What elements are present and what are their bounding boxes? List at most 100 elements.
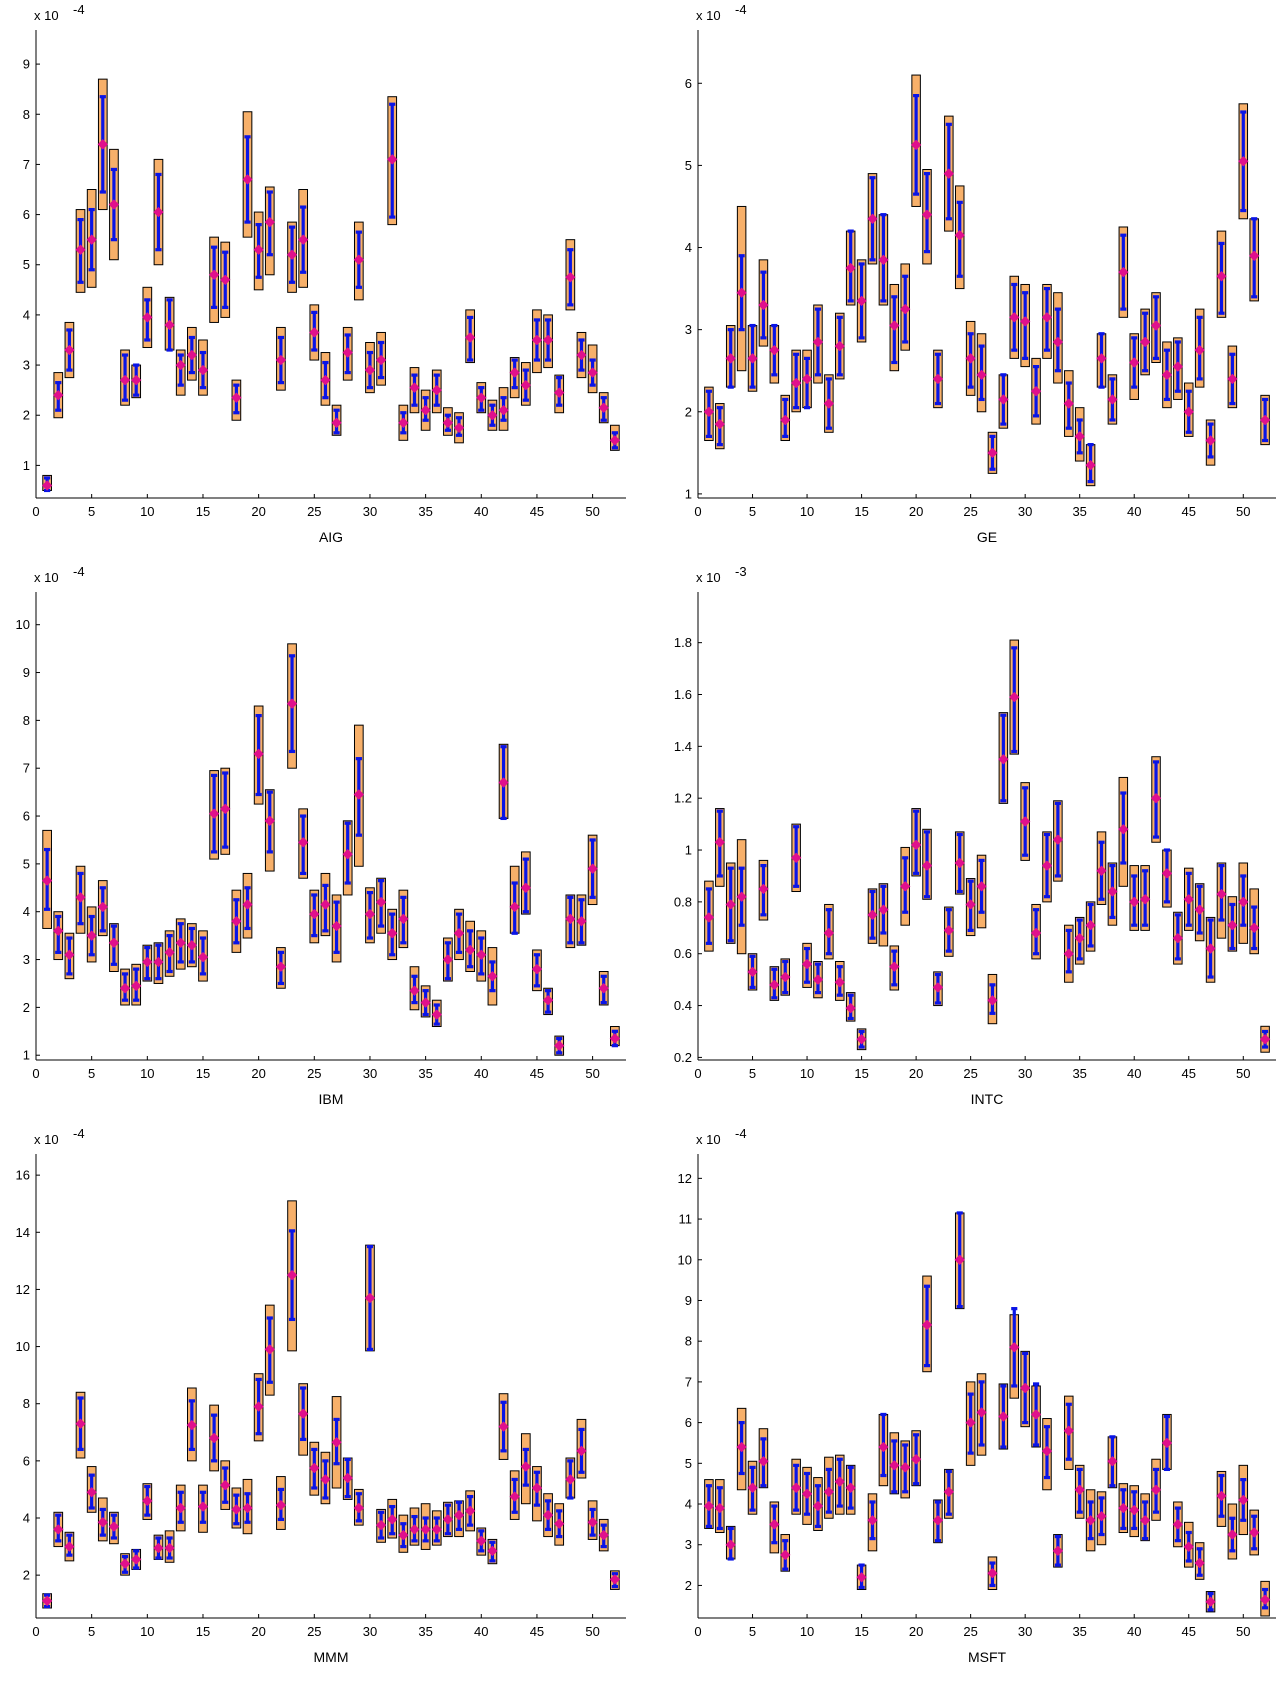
mean-marker [790, 852, 802, 864]
observation-48 [565, 239, 576, 311]
observation-49 [1227, 345, 1238, 409]
mean-marker [153, 206, 164, 218]
observation-47 [1205, 419, 1216, 466]
observation-10 [142, 1483, 153, 1520]
observation-13 [175, 349, 186, 396]
mean-marker [943, 925, 955, 936]
observation-25 [309, 1441, 320, 1496]
observation-20 [253, 1373, 264, 1442]
mean-marker [297, 1408, 309, 1419]
mean-marker [231, 392, 242, 403]
observation-40 [476, 382, 487, 414]
mean-marker [576, 916, 587, 927]
mean-marker [64, 344, 75, 356]
x-tick-label: 25 [963, 504, 977, 519]
mean-marker [86, 234, 97, 245]
mean-marker [976, 369, 987, 381]
observation-39 [464, 920, 476, 973]
mean-marker [900, 303, 911, 315]
mean-marker [509, 367, 520, 378]
observation-6 [97, 880, 108, 937]
mean-marker [758, 299, 769, 311]
mean-marker [231, 916, 242, 927]
observation-14 [845, 1464, 856, 1515]
mean-marker [320, 1474, 331, 1485]
observation-8 [119, 1553, 131, 1576]
observation-27 [987, 431, 998, 474]
mean-marker [856, 1572, 867, 1583]
mean-marker [747, 966, 758, 978]
observation-25 [309, 304, 320, 361]
observation-30 [364, 341, 376, 394]
observation-23 [286, 643, 298, 769]
observation-40 [476, 1527, 487, 1556]
mean-marker [64, 949, 75, 960]
observation-41 [487, 1538, 498, 1565]
y-tick-label: 7 [685, 1374, 692, 1389]
mean-marker [921, 1319, 933, 1331]
observation-36 [431, 999, 442, 1028]
mean-marker [387, 154, 398, 165]
observation-16 [867, 1493, 878, 1552]
mean-marker [409, 382, 420, 393]
observation-14 [186, 923, 198, 968]
mean-marker [987, 447, 998, 459]
x-tick-label: 10 [800, 1624, 814, 1639]
mean-marker [867, 213, 878, 224]
mean-marker [1009, 691, 1020, 703]
mean-marker [998, 754, 1009, 765]
mean-marker [520, 1461, 532, 1472]
mean-marker [1205, 1596, 1216, 1607]
mean-marker [878, 904, 889, 915]
mean-marker [119, 374, 131, 386]
observation-14 [186, 1387, 198, 1462]
mean-marker [119, 983, 131, 994]
observation-2 [714, 1479, 726, 1534]
y-tick-label: 0.4 [674, 998, 692, 1013]
observation-40 [1129, 1485, 1140, 1538]
mean-marker [889, 1460, 900, 1471]
y-tick-label: 4 [23, 1511, 30, 1526]
scale-exponent: -4 [735, 2, 747, 17]
observation-43 [1161, 341, 1173, 409]
x-tick-label: 40 [1127, 504, 1141, 519]
mean-marker [97, 1517, 108, 1528]
observation-38 [1107, 374, 1118, 425]
mean-marker [1085, 459, 1096, 471]
mean-marker [442, 417, 454, 428]
observation-51 [1248, 888, 1260, 955]
y-tick-label: 14 [16, 1225, 30, 1240]
mean-marker [921, 860, 933, 871]
observation-15 [197, 1484, 209, 1533]
mean-marker [1139, 1515, 1151, 1526]
observation-45 [1183, 867, 1194, 931]
x-tick-label: 45 [530, 504, 544, 519]
mean-marker [801, 373, 813, 385]
mean-marker [856, 295, 867, 307]
mean-marker [609, 435, 621, 446]
observation-32 [387, 1498, 398, 1539]
observation-22 [275, 947, 287, 989]
mean-marker [320, 374, 331, 386]
x-tick-label: 0 [32, 504, 39, 519]
mean-marker [943, 1486, 955, 1498]
x-tick-label: 10 [800, 1066, 814, 1081]
observation-5 [86, 906, 97, 963]
mean-marker [1074, 431, 1085, 442]
observation-7 [108, 148, 120, 261]
mean-marker [1019, 1382, 1031, 1394]
mean-marker [197, 364, 209, 376]
observation-11 [153, 158, 164, 266]
mean-marker [1063, 948, 1074, 959]
mean-marker [342, 849, 353, 860]
observation-44 [1172, 911, 1184, 965]
x-tick-label: 35 [1072, 1066, 1086, 1081]
observation-29 [353, 1488, 365, 1526]
mean-marker [41, 1595, 53, 1607]
mean-marker [1216, 888, 1227, 900]
observation-45 [531, 309, 543, 374]
x-axis-label-aig: AIG [318, 529, 344, 545]
observation-3 [64, 321, 75, 379]
mean-marker [41, 480, 53, 491]
